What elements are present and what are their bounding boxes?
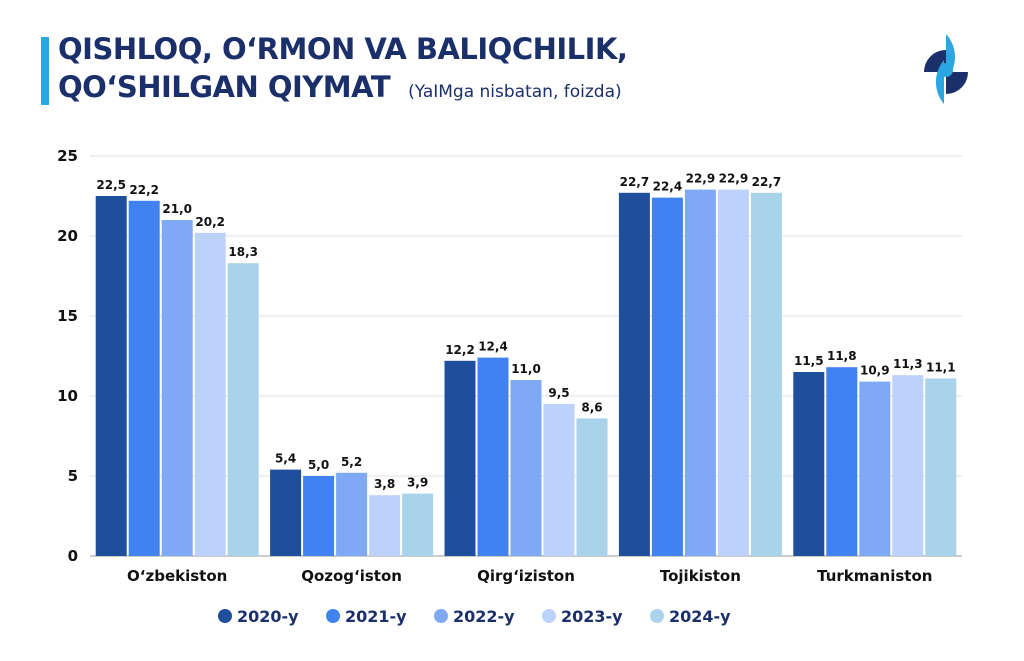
legend-label: 2024-y bbox=[669, 607, 731, 626]
bar bbox=[793, 372, 825, 556]
x-category-label: Tojikiston bbox=[660, 567, 741, 585]
data-label: 21,0 bbox=[162, 202, 192, 216]
x-category-label: Qirg‘iziston bbox=[477, 567, 575, 585]
data-label: 22,9 bbox=[719, 172, 749, 186]
legend-label: 2021-y bbox=[345, 607, 407, 626]
y-tick-label: 5 bbox=[68, 467, 78, 485]
bar bbox=[892, 375, 924, 556]
x-category-label: Qozog‘iston bbox=[301, 567, 402, 585]
bar bbox=[684, 189, 716, 556]
data-label: 22,4 bbox=[653, 180, 683, 194]
bar bbox=[717, 189, 749, 556]
legend-swatch bbox=[542, 609, 556, 623]
data-label: 11,0 bbox=[511, 362, 541, 376]
bar bbox=[402, 493, 434, 556]
data-label: 11,8 bbox=[827, 349, 857, 363]
legend-swatch bbox=[218, 609, 232, 623]
data-label: 11,3 bbox=[893, 357, 923, 371]
title-line-1: QISHLOQ, O‘RMON VA BALIQCHILIK, bbox=[58, 32, 628, 66]
bar bbox=[543, 404, 575, 556]
data-label: 12,4 bbox=[478, 340, 508, 354]
data-label: 3,9 bbox=[407, 476, 428, 490]
bar bbox=[194, 232, 226, 557]
y-tick-label: 20 bbox=[57, 227, 78, 245]
data-label: 22,9 bbox=[686, 172, 716, 186]
bar bbox=[303, 476, 335, 556]
bar bbox=[651, 197, 683, 556]
data-label: 20,2 bbox=[195, 215, 225, 229]
bar bbox=[95, 196, 127, 556]
title-line-2: QO‘SHILGAN QIYMAT bbox=[58, 70, 391, 104]
bar bbox=[750, 192, 782, 557]
data-label: 5,2 bbox=[341, 455, 362, 469]
data-label: 5,4 bbox=[275, 452, 296, 466]
data-label: 12,2 bbox=[445, 343, 475, 357]
bar bbox=[477, 357, 509, 556]
legend-swatch bbox=[434, 609, 448, 623]
legend-label: 2022-y bbox=[453, 607, 515, 626]
chart-subtitle: (YaIMga nisbatan, foizda) bbox=[408, 82, 622, 102]
legend-label: 2023-y bbox=[561, 607, 623, 626]
bar bbox=[510, 380, 542, 556]
bar bbox=[925, 378, 957, 556]
logo-icon bbox=[924, 34, 968, 104]
x-category-label: Turkmaniston bbox=[817, 567, 932, 585]
y-tick-label: 15 bbox=[57, 307, 78, 325]
bar bbox=[161, 220, 193, 556]
data-label: 22,7 bbox=[620, 175, 650, 189]
data-label: 8,6 bbox=[581, 400, 602, 414]
data-label: 5,0 bbox=[308, 458, 329, 472]
bar bbox=[444, 360, 476, 556]
y-tick-label: 10 bbox=[57, 387, 78, 405]
data-label: 18,3 bbox=[228, 245, 258, 259]
data-label: 10,9 bbox=[860, 364, 890, 378]
bar bbox=[618, 192, 650, 557]
x-category-label: O‘zbekiston bbox=[127, 567, 227, 585]
title-accent-bar bbox=[41, 37, 49, 105]
data-label: 22,7 bbox=[752, 175, 782, 189]
legend-swatch bbox=[326, 609, 340, 623]
data-label: 9,5 bbox=[548, 386, 569, 400]
bar bbox=[336, 472, 368, 556]
y-tick-label: 0 bbox=[68, 547, 78, 565]
bar bbox=[227, 263, 259, 556]
data-label: 11,5 bbox=[794, 354, 824, 368]
data-label: 3,8 bbox=[374, 477, 395, 491]
chart-title: QISHLOQ, O‘RMON VA BALIQCHILIK, QO‘SHILG… bbox=[58, 30, 628, 111]
y-tick-label: 25 bbox=[57, 147, 78, 165]
bar bbox=[128, 200, 160, 557]
bar bbox=[270, 469, 302, 556]
bar bbox=[369, 495, 401, 556]
bar bbox=[859, 381, 891, 556]
data-label: 22,2 bbox=[129, 183, 159, 197]
bar bbox=[576, 418, 608, 556]
data-label: 22,5 bbox=[96, 178, 126, 192]
legend-swatch bbox=[650, 609, 664, 623]
legend-label: 2020-y bbox=[237, 607, 299, 626]
bar bbox=[826, 367, 858, 556]
data-label: 11,1 bbox=[926, 360, 956, 374]
